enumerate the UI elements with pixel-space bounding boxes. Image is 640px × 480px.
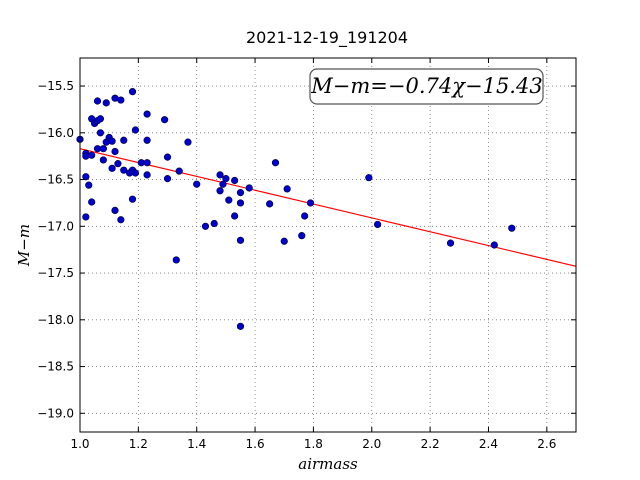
data-point xyxy=(211,220,218,227)
data-point xyxy=(231,213,238,220)
data-point xyxy=(202,223,209,230)
data-point xyxy=(97,130,104,137)
data-point xyxy=(185,139,192,146)
data-point xyxy=(237,200,244,207)
data-point xyxy=(447,240,454,247)
data-point xyxy=(83,214,90,221)
data-point xyxy=(164,175,171,182)
data-point xyxy=(83,153,90,160)
x-tick-label: 1.6 xyxy=(246,437,265,451)
data-point xyxy=(115,160,122,167)
x-tick-label: 2.0 xyxy=(362,437,381,451)
equation-annotation: M−m=−0.74χ−15.43 xyxy=(310,69,543,104)
data-point xyxy=(144,172,151,179)
data-point xyxy=(129,196,136,203)
data-point xyxy=(223,175,230,182)
y-tick-label: −15.5 xyxy=(37,79,74,93)
data-point xyxy=(88,152,95,159)
data-point xyxy=(176,168,183,175)
data-point xyxy=(272,159,279,166)
x-axis-label: airmass xyxy=(298,455,358,473)
data-point xyxy=(120,137,127,144)
data-point xyxy=(284,186,291,193)
data-point xyxy=(94,98,101,105)
x-tick-label: 1.8 xyxy=(304,437,323,451)
data-point xyxy=(266,201,273,208)
y-tick-label: −16.5 xyxy=(37,173,74,187)
data-point xyxy=(491,242,498,249)
x-tick-label: 2.2 xyxy=(421,437,440,451)
data-point xyxy=(231,177,238,184)
y-tick-label: −19.0 xyxy=(37,406,74,420)
equation-text: M−m=−0.74χ−15.43 xyxy=(310,74,542,98)
data-point xyxy=(173,257,180,264)
data-point xyxy=(88,199,95,206)
data-point xyxy=(103,100,110,107)
data-point xyxy=(100,145,107,152)
data-point xyxy=(112,148,119,155)
data-point xyxy=(301,213,308,220)
y-tick-label: −18.5 xyxy=(37,360,74,374)
data-point xyxy=(217,187,224,194)
data-point xyxy=(237,323,244,330)
data-point xyxy=(118,216,125,223)
data-point xyxy=(109,138,116,145)
data-point xyxy=(161,116,168,123)
data-point xyxy=(100,157,107,164)
data-point xyxy=(366,174,373,181)
data-point xyxy=(246,185,253,192)
data-point xyxy=(281,238,288,245)
data-point xyxy=(144,159,151,166)
y-tick-label: −17.0 xyxy=(37,219,74,233)
data-point xyxy=(193,181,200,188)
data-point xyxy=(217,172,224,179)
data-point xyxy=(85,182,92,189)
data-point xyxy=(509,225,516,232)
data-point xyxy=(298,232,305,239)
x-tick-label: 1.4 xyxy=(187,437,206,451)
data-point xyxy=(118,97,125,104)
plot-area xyxy=(80,58,576,432)
data-point xyxy=(374,221,381,228)
x-tick-label: 2.4 xyxy=(479,437,498,451)
data-point xyxy=(112,207,119,214)
data-point xyxy=(129,88,136,95)
data-point xyxy=(144,111,151,118)
x-tick-label: 1.2 xyxy=(129,437,148,451)
x-tick-label: 2.6 xyxy=(537,437,556,451)
data-point xyxy=(132,127,139,134)
data-point xyxy=(237,189,244,196)
data-point xyxy=(307,200,314,207)
data-point xyxy=(164,154,171,161)
y-tick-label: −16.0 xyxy=(37,126,74,140)
chart-title: 2021-12-19_191204 xyxy=(246,28,408,48)
data-point xyxy=(97,115,104,122)
y-tick-label: −18.0 xyxy=(37,313,74,327)
data-point xyxy=(132,170,139,177)
data-point xyxy=(144,137,151,144)
data-point xyxy=(226,197,233,204)
y-tick-label: −17.5 xyxy=(37,266,74,280)
y-axis-label: M−m xyxy=(15,224,33,267)
x-tick-label: 1.0 xyxy=(70,437,89,451)
data-point xyxy=(237,237,244,244)
data-point xyxy=(109,165,116,172)
